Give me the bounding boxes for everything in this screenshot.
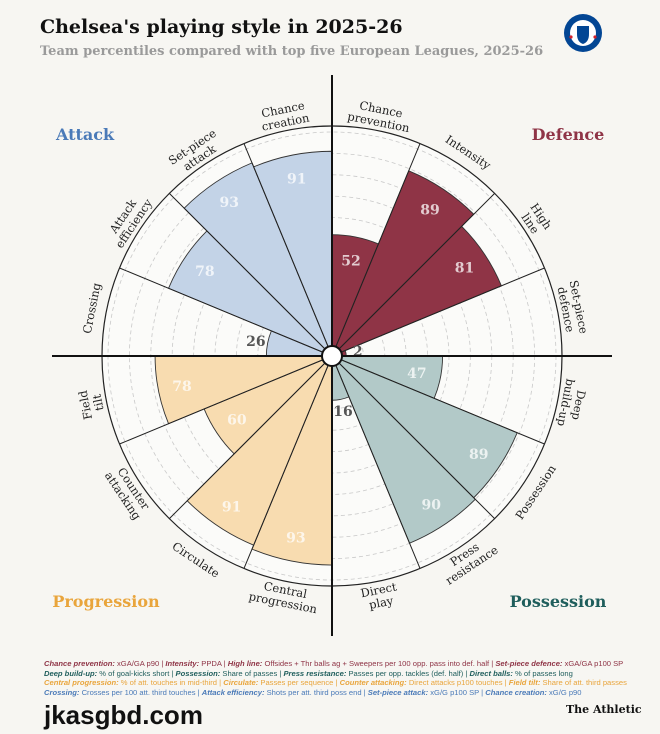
chart-title: Chelsea's playing style in 2025-26: [40, 16, 403, 38]
value-label: 47: [407, 366, 426, 382]
value-label: 89: [420, 202, 439, 218]
value-label: 81: [455, 260, 474, 276]
chart-subtitle: Team percentiles compared with top five …: [40, 44, 544, 59]
category-label-text: Crossing: [80, 281, 104, 335]
category-label-text: tilt: [90, 393, 107, 412]
value-label: 91: [287, 172, 306, 188]
segment-divider: [169, 355, 333, 519]
definition-line: Chance prevention: xGA/GA p90 | Intensit…: [44, 659, 624, 668]
value-label: 52: [341, 254, 360, 270]
quadrant-label-possession: Possession: [510, 592, 607, 611]
segment-divider: [331, 267, 545, 357]
definition-line: Central progression: % of att. touches i…: [44, 678, 627, 688]
segment-divider: [119, 267, 333, 357]
value-label: 16: [333, 404, 352, 420]
value-label: 91: [222, 499, 241, 515]
value-label: 93: [219, 195, 238, 211]
category-label-text: play: [368, 593, 395, 612]
logo-rose-icon: [593, 35, 597, 39]
segment-divider: [331, 355, 545, 445]
segment-divider: [331, 193, 495, 357]
value-label: 93: [286, 530, 305, 546]
value-label: 89: [469, 447, 488, 463]
value-label: 2: [353, 344, 363, 360]
lion-icon: [577, 26, 589, 44]
definition-line: Deep build-up: % of goal-kicks short | P…: [44, 668, 573, 678]
segment-divider: [331, 355, 421, 569]
value-label: 60: [227, 413, 247, 429]
segment-divider: [331, 355, 495, 519]
logo-rose-icon: [569, 35, 573, 39]
quadrant-label-progression: Progression: [52, 592, 160, 611]
value-label: 78: [195, 264, 214, 280]
segment-divider: [169, 193, 333, 357]
brand-logo: The Athletic: [566, 703, 642, 716]
value-label: 26: [246, 334, 265, 350]
center-hole: [321, 345, 343, 367]
value-label: 78: [172, 379, 191, 395]
segment-divider: [119, 355, 333, 445]
definition-line: Crossing: Crosses per 100 att. third tou…: [44, 687, 582, 697]
category-label-text: Deep: [569, 389, 589, 421]
segment-divider: [243, 143, 333, 357]
category-label: Crossing: [80, 281, 104, 335]
category-label-text: Field: [75, 389, 95, 421]
quadrant-label-defence: Defence: [532, 125, 605, 144]
quadrant-label-attack: Attack: [55, 125, 115, 144]
watermark: jkasgbd.com: [44, 700, 203, 730]
metric-definitions: Chance prevention: xGA/GA p90 | Intensit…: [44, 659, 627, 697]
segment-divider: [243, 355, 333, 569]
segment-divider: [331, 143, 421, 357]
value-label: 90: [421, 498, 441, 514]
